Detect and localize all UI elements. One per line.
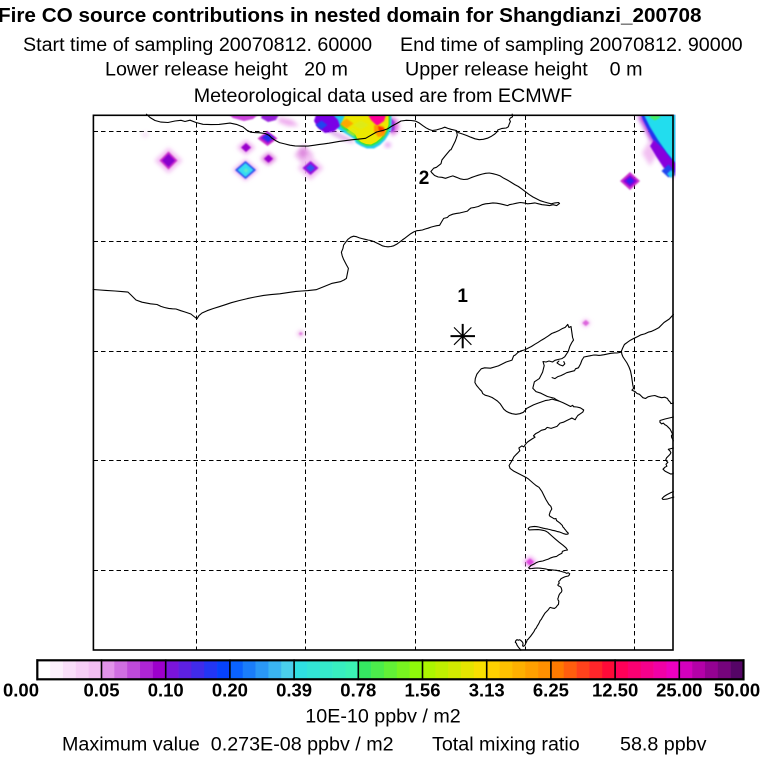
svg-text:6.25: 6.25 [533, 680, 569, 701]
svg-text:58.8 ppbv: 58.8 ppbv [620, 734, 707, 756]
svg-text:0.10: 0.10 [148, 680, 184, 701]
svg-text:0.39: 0.39 [276, 680, 312, 701]
svg-text:0.78: 0.78 [340, 680, 376, 701]
svg-text:25.00: 25.00 [656, 680, 702, 701]
svg-text:Total mixing ratio: Total mixing ratio [432, 734, 580, 756]
svg-text:50.00: 50.00 [714, 680, 760, 701]
svg-text:Lower release height 20 m: Lower release height 20 m [105, 59, 348, 81]
svg-text:Upper release height 0 m: Upper release height 0 m [405, 59, 642, 81]
svg-text:2: 2 [419, 168, 430, 189]
svg-text:Start time of sampling 2007081: Start time of sampling 20070812. 60000 [23, 34, 372, 56]
svg-text:1.56: 1.56 [404, 680, 440, 701]
svg-text:3.13: 3.13 [469, 680, 505, 701]
svg-text:0.05: 0.05 [83, 680, 119, 701]
svg-text:10E-10 ppbv / m2: 10E-10 ppbv / m2 [305, 706, 460, 728]
svg-text:Meteorological data used are f: Meteorological data used are from ECMWF [194, 85, 573, 107]
svg-text:1: 1 [457, 286, 468, 307]
svg-text:12.50: 12.50 [592, 680, 638, 701]
svg-text:End time of sampling 20070812.: End time of sampling 20070812. 90000 [400, 34, 743, 56]
svg-text:0.00: 0.00 [3, 680, 39, 701]
svg-text:0.20: 0.20 [212, 680, 248, 701]
svg-text:Maximum value 0.273E-08 ppbv: Maximum value 0.273E-08 ppbv / m2 [62, 734, 394, 756]
svg-text:Fire CO source contributions i: Fire CO source contributions in nested d… [0, 4, 702, 27]
